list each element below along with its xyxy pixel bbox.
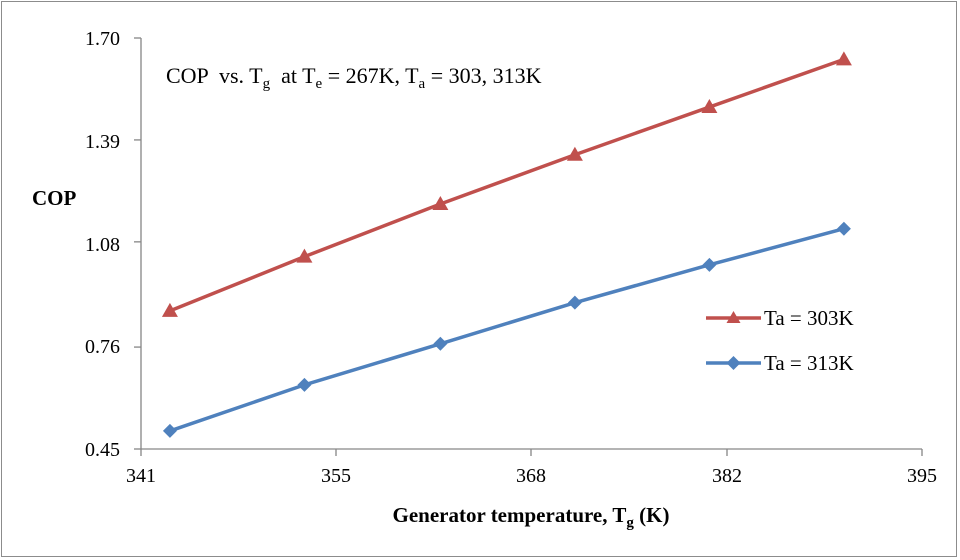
y-tick-marks (134, 37, 141, 450)
y-tick-label: 0.76 (85, 336, 120, 358)
y-tick-label: 0.45 (85, 439, 120, 461)
series-layer (161, 51, 852, 438)
legend-entry-ta-303: Ta = 303K (706, 306, 854, 330)
y-tick-label: 1.70 (85, 28, 120, 50)
legend-marker-diamond (726, 356, 741, 370)
legend: Ta = 303K Ta = 313K (706, 306, 854, 375)
data-point-diamond (162, 423, 177, 438)
legend-label-303: Ta = 303K (764, 306, 854, 330)
series-line (169, 57, 845, 313)
data-point-triangle (566, 146, 583, 161)
data-point-triangle (701, 99, 718, 114)
series-ta-303 (161, 51, 852, 317)
data-point-triangle (835, 51, 852, 66)
x-tick-label: 395 (907, 465, 937, 487)
x-tick-label: 341 (126, 465, 156, 487)
y-tick-label: 1.39 (85, 131, 120, 153)
legend-label-313: Ta = 313K (764, 351, 854, 375)
series-ta-313 (162, 221, 851, 438)
x-axis-title: Generator temperature, Tg (K) (393, 503, 670, 531)
data-point-triangle (296, 248, 313, 263)
chart-annotation: COP vs. Tg at Te = 267K, Ta = 303, 313K (166, 63, 542, 92)
y-tick-label: 1.08 (85, 234, 120, 256)
legend-entry-ta-313: Ta = 313K (706, 351, 854, 375)
data-point-triangle (161, 302, 178, 317)
data-point-diamond (297, 377, 312, 392)
x-tick-label: 355 (321, 465, 351, 487)
y-axis-title: COP (32, 186, 77, 210)
x-tick-marks (140, 449, 923, 456)
series-line (169, 227, 845, 433)
x-tick-label: 382 (712, 465, 742, 487)
data-point-diamond (567, 295, 582, 310)
data-point-diamond (702, 257, 717, 272)
legend-marker-triangle (726, 311, 741, 323)
data-point-triangle (432, 196, 449, 211)
x-tick-label: 368 (516, 465, 546, 487)
data-point-diamond (836, 221, 851, 236)
data-point-diamond (433, 336, 448, 351)
